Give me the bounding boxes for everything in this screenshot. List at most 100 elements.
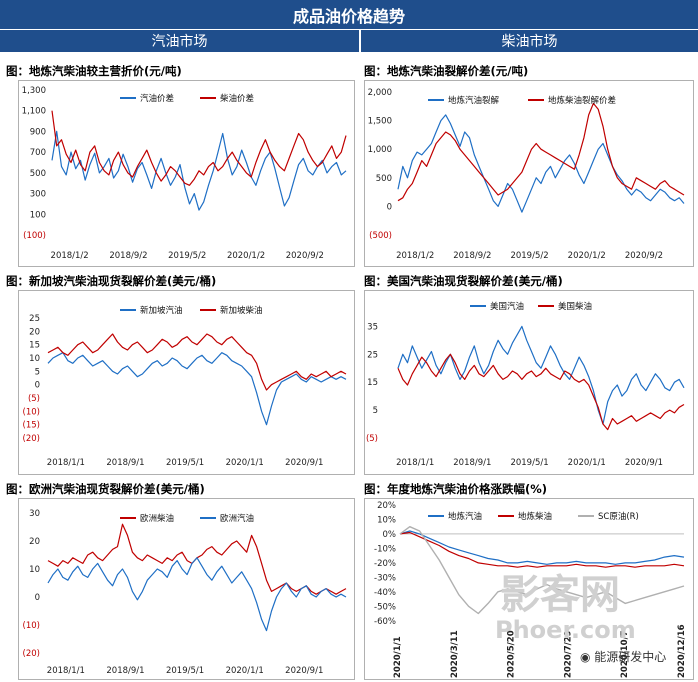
series-line-1 (47, 333, 347, 391)
x-tick-label: 2019/5/1 (510, 458, 548, 468)
chart-europe-crack: 30 20 10 0 (10) (20) 2018/1/1 2018/9/1 2019/5/1 2… (23, 509, 347, 676)
y-tick-label: 25 (367, 350, 378, 360)
x-tick-label: 2018/1/1 (47, 666, 85, 676)
y-tick-label: 30 (29, 509, 40, 519)
y-tick-label: -30% (374, 573, 396, 583)
y-tick-label: 5 (373, 406, 378, 416)
x-tick-label: 2019/5/1 (166, 666, 204, 676)
x-tick-label: 2020/5/20 (507, 630, 517, 678)
watermark-site: Phoer.com (495, 616, 636, 644)
x-tick-label: 2020/9/2 (286, 251, 324, 261)
y-tick-label: 15 (367, 378, 378, 388)
panel-title-3: 图：美国汽柴油现货裂解价差(美元/桶) (364, 274, 563, 288)
series-line-1 (397, 353, 685, 431)
y-tick-label: 0 (35, 381, 40, 391)
panel-title-5: 图：年度地炼汽柴油价格涨跌幅(%) (364, 482, 548, 496)
y-tick-label: 10 (29, 565, 40, 575)
chart-frame-2 (18, 290, 355, 475)
y-tick-label: (15) (23, 421, 40, 431)
y-tick-label: 1,300 (22, 86, 46, 96)
series-line-0 (399, 530, 685, 565)
chart-frame-4 (18, 498, 355, 680)
chart-frame-5 (364, 498, 694, 680)
y-tick-label: 500 (30, 169, 46, 179)
series-line-0 (47, 352, 347, 426)
y-tick-label: (10) (23, 407, 40, 417)
x-tick-label: 2020/12/16 (677, 624, 687, 678)
y-tick-label: -10% (374, 544, 396, 554)
x-tick-label: 2020/9/1 (285, 666, 323, 676)
y-tick-label: (10) (23, 621, 40, 631)
panel-title-0: 图：地炼汽柴油较主营折价(元/吨) (6, 64, 182, 78)
x-tick-label: 2018/9/1 (453, 458, 491, 468)
series-line-1 (397, 102, 685, 202)
y-tick-label: -60% (374, 617, 396, 627)
gasoline-section-header: 汽油市场 (0, 29, 359, 52)
legend-label: 地炼柴油裂解价差 (548, 95, 616, 106)
chart-us-crack: 35 25 15 5 (5) 2018/1/1 2018/9/1 2019/5/1 2020/1… (366, 301, 685, 468)
y-tick-label: 10 (29, 354, 40, 364)
diesel-section-header: 柴油市场 (361, 29, 698, 52)
legend-label: SC原油(R) (598, 511, 639, 522)
y-tick-label: 0 (35, 593, 40, 603)
y-tick-label: (20) (23, 434, 40, 444)
chart-singapore-crack: 25 20 15 10 5 0 (5) (10) (15) (20) 2018/1/1 2018/9/… (23, 305, 347, 468)
watermark-main: 影客网 (500, 572, 620, 618)
chart-frame-0 (18, 80, 355, 267)
y-tick-label: 35 (367, 322, 378, 332)
chart-annual-change: 20% 10% 0% -10% -20% -30% -40% -50% -60% 2020/1/1… (374, 501, 687, 678)
series-line-0 (397, 114, 685, 213)
series-line-2 (399, 526, 685, 615)
y-tick-label: 100 (30, 210, 46, 220)
y-tick-label: 10% (377, 515, 396, 525)
y-tick-label: 5 (35, 367, 40, 377)
series-line-1 (47, 557, 347, 632)
y-tick-label: -20% (374, 559, 396, 569)
y-tick-label: (5) (366, 434, 378, 444)
x-tick-label: 2020/7/29 (563, 630, 573, 678)
panel-title-1: 图：地炼汽柴油裂解价差(元/吨) (364, 64, 529, 78)
legend-label: 美国柴油 (558, 301, 592, 312)
y-tick-label: 900 (30, 127, 46, 137)
y-tick-label: (100) (23, 231, 46, 241)
x-tick-label: 2020/9/2 (625, 251, 663, 261)
legend-label: 地炼柴油 (518, 511, 552, 522)
x-tick-label: 2019/5/2 (510, 251, 548, 261)
y-tick-label: 1,500 (368, 117, 392, 127)
y-tick-label: 20 (29, 537, 40, 547)
x-tick-label: 2018/9/1 (106, 666, 144, 676)
x-tick-label: 2018/9/2 (453, 251, 491, 261)
chart-domestic-discount: 1,300 1,100 900 700 500 300 100 (100) 2018/1/2 20… (22, 86, 347, 261)
y-tick-label: 700 (30, 148, 46, 158)
y-tick-label: 25 (29, 314, 40, 324)
legend-label: 柴油价差 (220, 93, 254, 104)
wechat-icon: ◉ (580, 650, 595, 664)
y-tick-label: 2,000 (368, 88, 392, 98)
x-tick-label: 2020/3/11 (450, 630, 460, 678)
x-tick-label: 2018/1/2 (51, 251, 89, 261)
chart-domestic-crack: 2,000 1,500 1,000 500 0 (500) 2018/1/2 2018/9/2… (368, 88, 685, 261)
y-tick-label: -50% (374, 602, 396, 612)
y-tick-label: 15 (29, 341, 40, 351)
x-tick-label: 2018/1/1 (47, 458, 85, 468)
chart-frame-3 (364, 290, 694, 475)
legend-label: 美国汽油 (490, 301, 524, 312)
series-line-1 (51, 110, 347, 186)
x-tick-label: 2019/5/1 (166, 458, 204, 468)
x-tick-label: 2019/5/2 (168, 251, 206, 261)
legend-label: 欧洲柴油 (140, 513, 174, 524)
y-tick-label: 300 (30, 190, 46, 200)
x-tick-label: 2020/9/1 (625, 458, 663, 468)
y-tick-label: 20% (377, 501, 396, 511)
x-tick-label: 2018/9/1 (106, 458, 144, 468)
y-tick-label: (5) (28, 394, 40, 404)
watermark-logo: 影客网 Phoer.com (495, 572, 636, 644)
y-tick-label: -40% (374, 588, 396, 598)
x-tick-label: 2020/1/1 (393, 636, 403, 678)
x-tick-label: 2020/1/2 (568, 251, 606, 261)
x-tick-label: 2020/1/1 (226, 666, 264, 676)
legend-label: 新加坡汽油 (140, 305, 183, 316)
legend-label: 地炼汽油 (448, 511, 482, 522)
y-tick-label: (20) (23, 649, 40, 659)
legend-label: 欧洲汽油 (220, 513, 254, 524)
